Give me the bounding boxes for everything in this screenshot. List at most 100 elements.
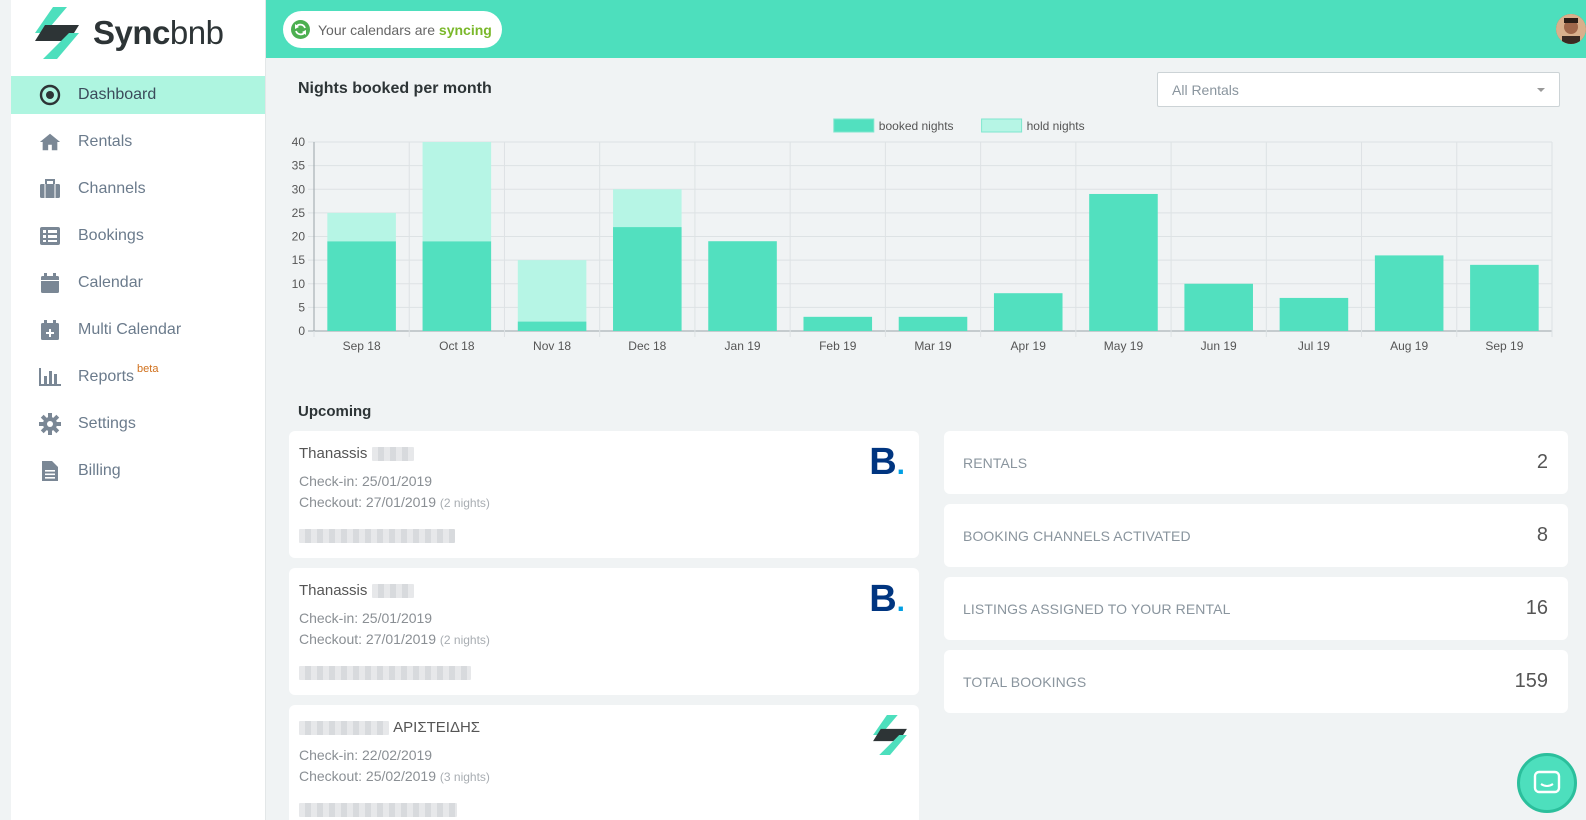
redacted-surname (371, 583, 414, 598)
gear-icon (39, 413, 61, 435)
rental-select-value: All Rentals (1172, 81, 1239, 98)
stat-listings: LISTINGS ASSIGNED TO YOUR RENTAL 16 (944, 577, 1568, 640)
y-tick-label: 15 (292, 253, 306, 267)
stat-value: 159 (1514, 670, 1548, 692)
sidebar-item-billing[interactable]: Billing (11, 452, 265, 490)
bar-booked-nights (1184, 283, 1253, 331)
sidebar-item-label: Rentals (78, 133, 133, 150)
sidebar: Syncbnb Dashboard Rentals Channels Booki… (11, 0, 266, 820)
legend-label: booked nights (879, 119, 954, 133)
sidebar-nav: Dashboard Rentals Channels Bookings Cale… (11, 76, 265, 499)
checkin-date: Check-in: 25/01/2019 (299, 473, 433, 489)
home-icon (39, 131, 61, 153)
sidebar-item-label: Calendar (78, 274, 143, 291)
sidebar-item-reports[interactable]: Reports beta (11, 358, 265, 396)
bar-booked-nights (1374, 255, 1444, 331)
stat-value: 8 (1536, 524, 1548, 546)
top-bar: Your calendars are syncing (266, 0, 1586, 58)
y-tick-label: 25 (292, 206, 306, 220)
booking-card[interactable]: Thanassis Check-in: 25/01/2019 Checkout:… (289, 431, 919, 558)
sidebar-item-label: Reports (78, 368, 135, 385)
y-tick-label: 10 (292, 277, 306, 291)
y-tick-label: 40 (292, 135, 306, 149)
booking-card[interactable]: Thanassis Check-in: 25/01/2019 Checkout:… (289, 568, 919, 695)
y-tick-label: 5 (298, 300, 305, 314)
checkout-date: Checkout: 27/01/2019 (2 nights) (299, 631, 490, 647)
x-tick-label: Oct 18 (439, 339, 475, 353)
beta-badge: beta (137, 363, 159, 375)
stat-total-bookings: TOTAL BOOKINGS 159 (944, 650, 1568, 713)
bar-chart-icon (39, 366, 61, 388)
x-tick-label: Dec 18 (628, 339, 666, 353)
sidebar-item-bookings[interactable]: Bookings (11, 217, 265, 255)
bar-booked-nights (422, 241, 492, 331)
booking-card[interactable]: ΑΡΙΣΤΕΙΔΗΣ Check-in: 22/02/2019 Checkout… (289, 705, 919, 820)
redacted-surname (371, 446, 414, 461)
sidebar-item-calendar[interactable]: Calendar (11, 264, 265, 302)
stat-rentals: RENTALS 2 (944, 431, 1568, 494)
chart-title: Nights booked per month (298, 80, 492, 97)
x-tick-label: May 19 (1104, 339, 1144, 353)
checkout-date: Checkout: 25/02/2019 (3 nights) (299, 768, 490, 784)
y-tick-label: 20 (292, 230, 306, 244)
x-tick-label: Jul 19 (1298, 339, 1330, 353)
dashboard-icon (39, 84, 61, 106)
booking-com-logo: B. (869, 441, 905, 483)
guest-name: Thanassis (299, 445, 414, 462)
calendar-plus-icon (39, 319, 61, 341)
legend-swatch (833, 118, 875, 133)
bar-hold-nights (327, 212, 396, 242)
stat-booking-channels: BOOKING CHANNELS ACTIVATED 8 (944, 504, 1568, 567)
sidebar-item-label: Settings (78, 415, 136, 432)
guest-name: Thanassis (299, 582, 414, 599)
stat-label: RENTALS (963, 455, 1028, 471)
sidebar-item-label: Billing (78, 462, 121, 479)
legend-label: hold nights (1027, 119, 1085, 133)
x-tick-label: Jan 19 (725, 339, 761, 353)
sidebar-item-channels[interactable]: Channels (11, 170, 265, 208)
legend-swatch (981, 118, 1023, 133)
nights-booked-chart: 0 5 10 15 20 25 30 35 40 Sep 18 Oct 18 Nov 18 Dec 18… (292, 118, 1553, 353)
guest-name: ΑΡΙΣΤΕΙΔΗΣ (299, 719, 480, 736)
redacted-firstname (299, 720, 389, 735)
stat-label: TOTAL BOOKINGS (963, 674, 1087, 690)
sidebar-item-multi-calendar[interactable]: Multi Calendar (11, 311, 265, 349)
sidebar-item-settings[interactable]: Settings (11, 405, 265, 443)
syncbnb-logo[interactable]: Syncbnb (35, 6, 224, 60)
syncbnb-channel-logo (873, 715, 907, 760)
chat-button[interactable] (1517, 753, 1577, 813)
avatar[interactable] (1556, 14, 1586, 44)
syncbnb-logo-icon (35, 7, 79, 59)
checkin-date: Check-in: 22/02/2019 (299, 747, 433, 763)
stat-value: 16 (1525, 597, 1548, 619)
stat-label: BOOKING CHANNELS ACTIVATED (963, 528, 1191, 544)
rental-select[interactable]: All Rentals (1157, 72, 1560, 107)
redacted-details (299, 803, 457, 820)
sync-icon (291, 20, 310, 39)
redacted-details (299, 666, 471, 685)
sync-status-pill[interactable]: Your calendars are syncing (283, 11, 502, 48)
x-tick-label: Feb 19 (819, 339, 857, 353)
y-tick-label: 0 (298, 324, 305, 338)
chat-icon (1533, 770, 1561, 794)
sidebar-item-dashboard[interactable]: Dashboard (11, 76, 265, 114)
left-gutter (0, 0, 11, 820)
x-tick-label: Sep 19 (1485, 339, 1523, 353)
x-tick-label: Aug 19 (1390, 339, 1428, 353)
x-tick-label: Jun 19 (1201, 339, 1237, 353)
x-tick-label: Sep 18 (343, 339, 381, 353)
bar-booked-nights (327, 241, 396, 331)
calendar-icon (39, 272, 61, 294)
sidebar-item-rentals[interactable]: Rentals (11, 123, 265, 161)
sidebar-item-label: Channels (78, 180, 146, 197)
x-tick-label: Mar 19 (914, 339, 952, 353)
brand-name: Syncbnb (93, 14, 224, 51)
bar-hold-nights (517, 260, 587, 322)
sidebar-item-label: Dashboard (78, 86, 157, 103)
sync-status-text: Your calendars are syncing (318, 21, 492, 38)
bar-booked-nights (1470, 264, 1539, 331)
x-tick-label: Nov 18 (533, 339, 571, 353)
bar-booked-nights (517, 321, 587, 331)
bar-hold-nights (613, 189, 682, 228)
y-tick-label: 35 (292, 159, 306, 173)
